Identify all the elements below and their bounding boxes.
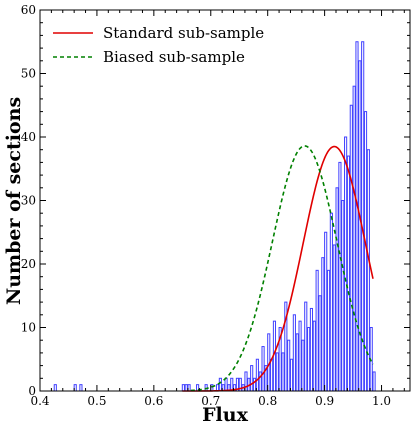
y-tick-label: 60 — [21, 3, 36, 17]
x-tick-label: 1.0 — [372, 394, 391, 408]
x-tick-label: 0.5 — [87, 394, 106, 408]
y-tick-label: 50 — [21, 67, 36, 81]
x-tick-label: 0.8 — [258, 394, 277, 408]
y-tick-label: 40 — [21, 130, 36, 144]
y-tick-label: 10 — [21, 321, 36, 335]
x-tick-label: 0.9 — [315, 394, 334, 408]
y-tick-label: 20 — [21, 257, 36, 271]
legend-label: Standard sub-sample — [103, 24, 264, 42]
y-tick-label: 0 — [28, 384, 36, 398]
x-tick-label: 0.4 — [30, 394, 49, 408]
x-axis-label: Flux — [202, 404, 249, 426]
legend-label: Biased sub-sample — [103, 48, 245, 66]
plot-area — [40, 10, 410, 391]
axes: 0.4 0.5 0.6 0.7 0.8 0.9 1.0 0 10 20 30 40 50 60 — [21, 3, 411, 408]
x-tick-label: 0.6 — [144, 394, 163, 408]
x-tick-label: 0.7 — [201, 394, 220, 408]
legend: Standard sub-sample Biased sub-sample — [53, 24, 264, 66]
y-tick-label: 30 — [21, 194, 36, 208]
series-line — [190, 145, 374, 392]
plot-background — [40, 10, 410, 391]
y-axis-label: Number of sections — [3, 97, 25, 305]
